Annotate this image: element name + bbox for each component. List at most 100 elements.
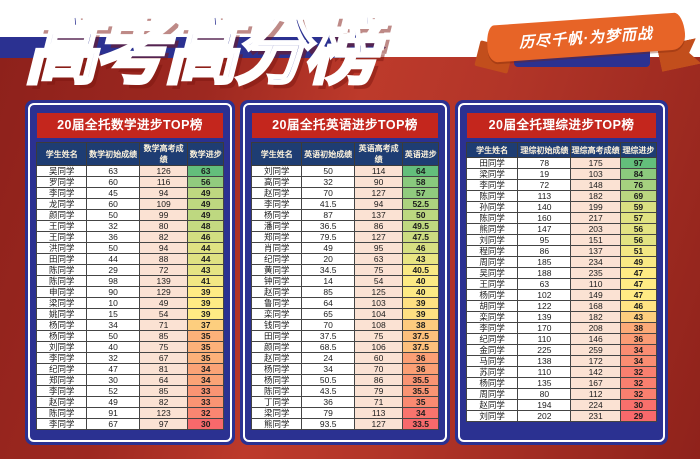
initial-score-cell: 70 xyxy=(301,319,355,331)
gaokao-score-cell: 49 xyxy=(138,297,189,309)
progress-cell: 35 xyxy=(402,396,439,408)
gaokao-score-cell: 127 xyxy=(353,187,404,199)
initial-score-cell: 50 xyxy=(301,165,355,177)
progress-cell: 49.5 xyxy=(402,220,439,232)
initial-score-cell: 52 xyxy=(86,385,140,397)
initial-score-cell: 29 xyxy=(86,264,140,276)
progress-cell: 43 xyxy=(187,264,224,276)
student-name-cell: 胡同学 xyxy=(465,300,519,312)
initial-score-cell: 98 xyxy=(86,275,140,287)
student-name-cell: 赵同学 xyxy=(465,399,519,411)
gaokao-score-cell: 86 xyxy=(353,220,404,232)
progress-cell: 57 xyxy=(402,187,439,199)
table-row: 黄同学 34.5 75 40.5 xyxy=(250,264,439,276)
student-name-cell: 李同学 xyxy=(465,322,519,334)
progress-cell: 34 xyxy=(619,344,658,356)
progress-cell: 56 xyxy=(619,234,658,246)
progress-cell: 47 xyxy=(619,289,658,301)
table-row: 杨同学 34 70 36 xyxy=(250,363,439,375)
gaokao-score-cell: 64 xyxy=(138,374,189,386)
initial-score-cell: 86 xyxy=(517,245,572,257)
table-row: 高同学 32 90 58 xyxy=(250,176,439,188)
initial-score-cell: 34 xyxy=(301,363,355,375)
initial-score-cell: 32 xyxy=(86,220,140,232)
gaokao-score-cell: 217 xyxy=(570,212,621,224)
gaokao-score-cell: 80 xyxy=(138,220,189,232)
progress-cell: 49 xyxy=(187,187,224,199)
gaokao-score-cell: 167 xyxy=(570,377,621,389)
english-score-table: 学生姓名 英语初始成绩 英语高考成绩 英语进步 刘同学 50 114 64 高同学 32 90 58 赵… xyxy=(250,142,439,430)
gaokao-score-cell: 146 xyxy=(570,333,621,345)
table-row: 杨同学 50 85 35 xyxy=(35,330,224,342)
initial-score-cell: 19 xyxy=(517,168,572,180)
table-row: 王同学 32 80 48 xyxy=(35,220,224,232)
gaokao-score-cell: 81 xyxy=(138,363,189,375)
progress-cell: 48 xyxy=(187,220,224,232)
progress-cell: 32 xyxy=(187,407,224,419)
panel-title-math: 20届全托数学进步TOP榜 xyxy=(37,113,223,138)
gaokao-score-cell: 137 xyxy=(353,209,404,221)
initial-score-cell: 87 xyxy=(301,209,355,221)
table-row: 鲁同学 64 103 39 xyxy=(250,297,439,309)
progress-cell: 44 xyxy=(187,242,224,254)
column-header: 理综进步 xyxy=(619,142,658,158)
progress-cell: 43 xyxy=(402,253,439,265)
table-header-row: 学生姓名 理综初始成绩 理综高考成绩 理综进步 xyxy=(465,142,658,158)
student-name-cell: 颜同学 xyxy=(35,209,88,221)
table-row: 陈同学 160 217 57 xyxy=(465,212,658,224)
gaokao-score-cell: 259 xyxy=(570,344,621,356)
progress-cell: 52.5 xyxy=(402,198,439,210)
student-name-cell: 马同学 xyxy=(465,355,519,367)
student-name-cell: 鲁同学 xyxy=(250,297,303,309)
student-name-cell: 赵同学 xyxy=(35,396,88,408)
table-row: 栾同学 139 182 43 xyxy=(465,311,658,323)
student-name-cell: 王同学 xyxy=(35,220,88,232)
student-name-cell: 陈同学 xyxy=(465,190,519,202)
student-name-cell: 陈同学 xyxy=(35,264,88,276)
initial-score-cell: 79.5 xyxy=(301,231,355,243)
initial-score-cell: 202 xyxy=(517,410,572,422)
progress-cell: 46 xyxy=(187,231,224,243)
gaokao-score-cell: 126 xyxy=(138,165,189,177)
progress-cell: 37.5 xyxy=(402,341,439,353)
progress-cell: 34 xyxy=(187,363,224,375)
student-name-cell: 杨同学 xyxy=(250,363,303,375)
table-row: 杨同学 34 71 37 xyxy=(35,319,224,331)
gaokao-score-cell: 104 xyxy=(353,308,404,320)
table-row: 姚同学 15 54 39 xyxy=(35,308,224,320)
gaokao-score-cell: 203 xyxy=(570,223,621,235)
progress-cell: 39 xyxy=(187,297,224,309)
table-row: 熊同学 147 203 56 xyxy=(465,223,658,235)
table-row: 胡同学 122 168 46 xyxy=(465,300,658,312)
table-row: 钱同学 70 108 38 xyxy=(250,319,439,331)
progress-cell: 34 xyxy=(619,355,658,367)
table-row: 梁同学 10 49 39 xyxy=(35,297,224,309)
gaokao-score-cell: 139 xyxy=(138,275,189,287)
student-name-cell: 杨同学 xyxy=(250,209,303,221)
initial-score-cell: 90 xyxy=(86,286,140,298)
student-name-cell: 李同学 xyxy=(35,352,88,364)
student-name-cell: 潘同学 xyxy=(250,220,303,232)
table-row: 刘同学 50 114 64 xyxy=(250,165,439,177)
initial-score-cell: 36.5 xyxy=(301,220,355,232)
initial-score-cell: 68.5 xyxy=(301,341,355,353)
gaokao-score-cell: 149 xyxy=(570,289,621,301)
table-row: 丁同学 36 71 35 xyxy=(250,396,439,408)
table-row: 李同学 32 67 35 xyxy=(35,352,224,364)
table-row: 纪同学 47 81 34 xyxy=(35,363,224,375)
gaokao-score-cell: 82 xyxy=(138,396,189,408)
progress-cell: 39 xyxy=(187,286,224,298)
student-name-cell: 田同学 xyxy=(465,157,519,169)
progress-cell: 51 xyxy=(619,245,658,257)
student-name-cell: 程同学 xyxy=(465,245,519,257)
column-header: 学生姓名 xyxy=(465,142,519,158)
student-name-cell: 纪同学 xyxy=(465,333,519,345)
student-name-cell: 申同学 xyxy=(35,286,88,298)
gaokao-score-cell: 75 xyxy=(353,330,404,342)
progress-cell: 37 xyxy=(187,319,224,331)
column-header: 英语高考成绩 xyxy=(353,142,404,166)
gaokao-score-cell: 82 xyxy=(138,231,189,243)
progress-cell: 32 xyxy=(619,366,658,378)
student-name-cell: 钱同学 xyxy=(250,319,303,331)
progress-cell: 47 xyxy=(619,278,658,290)
